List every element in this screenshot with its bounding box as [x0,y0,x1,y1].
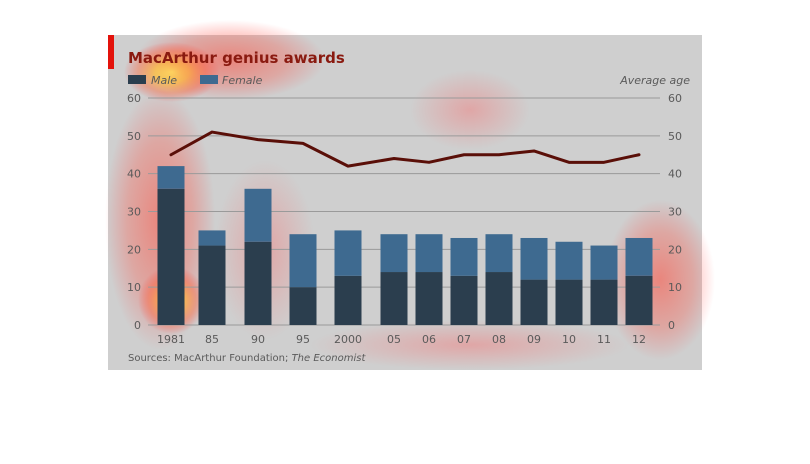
y-tick-label-right: 10 [668,281,682,294]
chart-title: MacArthur genius awards [128,49,345,67]
bar-male-85 [198,245,226,325]
bar-female-95 [289,234,317,288]
source-note: Sources: MacArthur Foundation; The Econo… [128,353,366,364]
y-tick-label-left: 50 [127,130,141,143]
bars [157,166,653,325]
x-tick-label-08: 08 [492,333,506,346]
y-tick-label-left: 10 [127,281,141,294]
right-axis-label: Average age [619,74,690,87]
y-tick-label-left: 0 [134,319,141,332]
y-tick-label-right: 50 [668,130,682,143]
bar-male-11 [590,279,618,325]
bar-male-95 [289,287,317,325]
x-tick-label-1981: 1981 [157,333,185,346]
bar-female-85 [198,230,226,246]
legend-swatch-female [200,75,218,84]
x-tick-label-10: 10 [562,333,576,346]
bar-male-2000 [334,275,362,325]
average-age-line [169,130,641,168]
bar-female-11 [590,245,618,280]
legend-label-male: Male [151,74,177,87]
bar-male-09 [520,279,548,325]
bar-female-08 [485,234,513,273]
legend: Male Female [128,74,263,87]
legend-swatch-male [128,75,146,84]
y-tick-label-left: 60 [127,92,141,105]
bar-female-10 [555,241,583,280]
bar-male-07 [450,275,478,325]
source-prefix: Sources: MacArthur Foundation; [128,353,292,364]
bar-female-09 [520,237,548,280]
y-tick-label-right: 60 [668,92,682,105]
bar-male-12 [625,275,653,325]
bar-male-08 [485,272,513,325]
x-tick-label-12: 12 [632,333,646,346]
x-tick-label-07: 07 [457,333,471,346]
heat-blob-title [135,20,325,100]
y-tick-label-left: 40 [127,168,141,181]
y-tick-label-right: 0 [668,319,675,332]
y-tick-label-right: 20 [668,243,682,256]
bar-male-10 [555,279,583,325]
y-tick-label-left: 30 [127,206,141,219]
bar-female-1981 [157,166,185,189]
bar-male-90 [244,241,272,325]
x-tick-label-85: 85 [205,333,219,346]
heat-blob-line [410,70,530,150]
axes: 0 10 20 30 40 50 60 0 10 20 30 40 50 60 1981 85 90 95 2000… [127,92,682,346]
bar-male-06 [415,272,443,325]
y-tick-label-right: 30 [668,206,682,219]
source-italic: The Economist [292,353,367,364]
legend-label-female: Female [222,74,263,87]
bar-female-07 [450,237,478,276]
accent-red-bar [108,35,114,69]
heat-blob-right [605,200,715,360]
bar-male-05 [380,272,408,325]
y-tick-label-right: 40 [668,168,682,181]
x-tick-label-95: 95 [296,333,310,346]
bar-female-06 [415,234,443,273]
bar-male-1981 [157,188,185,325]
x-tick-label-2000: 2000 [334,333,362,346]
x-tick-label-90: 90 [251,333,265,346]
x-tick-label-06: 06 [422,333,436,346]
y-tick-label-left: 20 [127,243,141,256]
bar-female-90 [244,188,272,242]
x-tick-label-11: 11 [597,333,611,346]
bar-female-2000 [334,230,362,276]
x-tick-label-09: 09 [527,333,541,346]
x-tick-label-05: 05 [387,333,401,346]
heat-blob-axis [310,320,630,370]
bar-female-12 [625,237,653,276]
bar-female-05 [380,234,408,273]
